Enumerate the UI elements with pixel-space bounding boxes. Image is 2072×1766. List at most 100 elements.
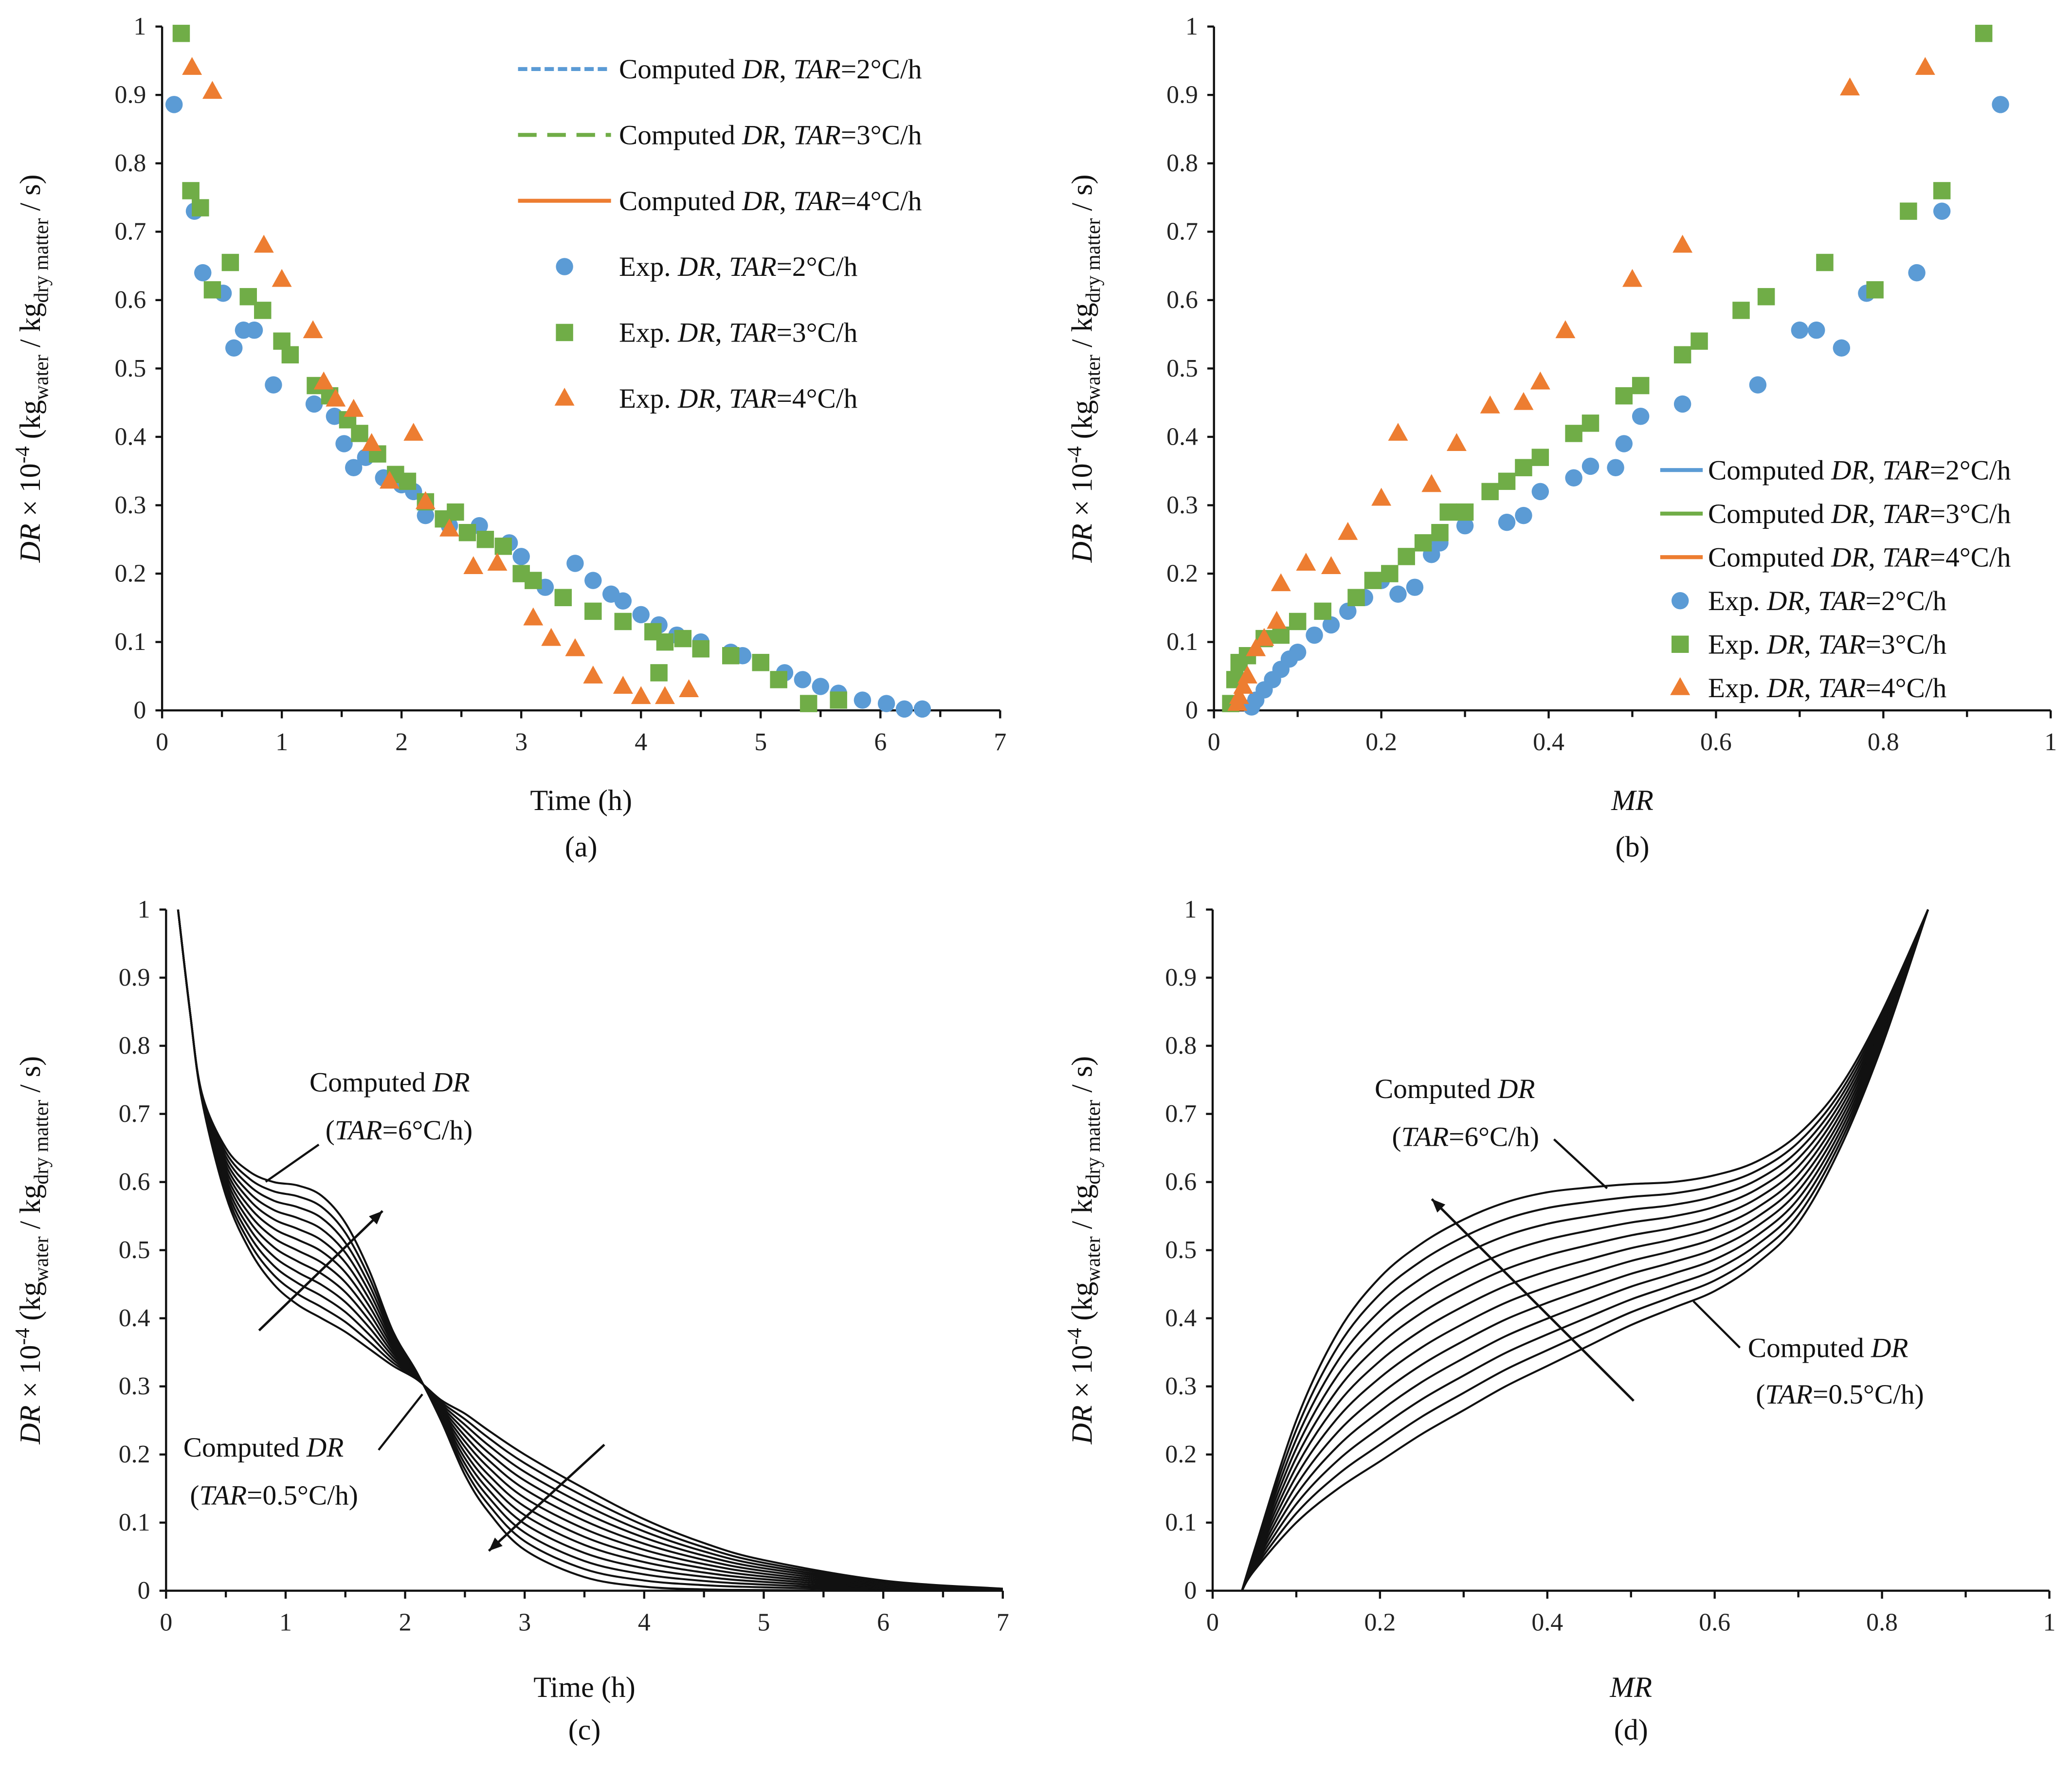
legend-entry-part: Computed <box>619 54 742 85</box>
data-point-circle <box>225 339 243 357</box>
data-point-triangle <box>380 470 400 489</box>
y-tick-label: 1 <box>133 13 146 40</box>
data-point-square <box>1481 483 1499 501</box>
legend-entry-part: DR <box>742 120 779 150</box>
x-tick-label: 0.4 <box>1531 1609 1563 1637</box>
y-axis-title: DR × 10-4 (kgwater / kgdry matter / s) <box>12 1056 53 1445</box>
x-axis-title-part: Time (h) <box>530 784 632 816</box>
legend-entry-part: =4°C/h <box>1930 542 2011 573</box>
data-point-circle <box>335 435 353 452</box>
y-tick-label: 0.9 <box>115 81 146 109</box>
series-triangle <box>182 57 699 704</box>
data-point-circle <box>1515 506 1532 524</box>
data-point-triangle <box>1555 320 1576 339</box>
computed-curves <box>177 909 1003 1592</box>
data-point-triangle <box>202 81 222 99</box>
x-tick-label: 0.2 <box>1365 728 1397 756</box>
data-point-triangle <box>313 371 334 390</box>
data-point-square <box>1347 589 1365 607</box>
annotation-label-part: Computed <box>183 1432 307 1463</box>
annotation-label-part: =0.5°C/h) <box>1813 1379 1924 1410</box>
legend-entry-part: Computed <box>1708 542 1831 573</box>
y-axis-title-part: / kg <box>14 1185 46 1237</box>
y-tick-label: 1 <box>1184 896 1197 923</box>
curve-tar-6 <box>177 909 1003 1592</box>
y-tick-label: 0.9 <box>1166 81 1198 109</box>
x-tick-label: 5 <box>754 728 767 756</box>
panel-label: (a) <box>565 830 598 863</box>
x-tick-label: 7 <box>994 728 1006 756</box>
chart-panel-c: 0 0.1 0.2 0.3 0.4 0.5 0.6 0.7 0.8 0.9 1 0 1 2 3 4 5 6 7 Tim… <box>12 896 1009 1746</box>
y-tick-label: 0.6 <box>1166 286 1198 314</box>
y-tick-label: 0.4 <box>1166 423 1198 451</box>
legend-entry: Exp. DR, TAR=4°C/h <box>619 383 857 414</box>
data-point-square <box>1690 332 1708 350</box>
y-axis-title: DR × 10-4 (kgwater / kgdry matter / s) <box>1064 1056 1105 1445</box>
data-point-circle <box>1908 264 1926 282</box>
chart-panel-d: 0 0.1 0.2 0.3 0.4 0.5 0.6 0.7 0.8 0.9 1 0 0.2 0.4 0.6 0… <box>1064 896 2056 1746</box>
legend-entry: Computed DR, TAR=4°C/h <box>1708 542 2011 573</box>
computed-curves <box>1241 909 1929 1591</box>
data-point-triangle <box>1530 371 1550 390</box>
data-point-square <box>554 589 572 607</box>
data-point-square <box>1431 523 1449 541</box>
annotation-label-part: Computed <box>1375 1074 1498 1104</box>
data-point-circle <box>1581 457 1599 475</box>
data-point-circle <box>1632 408 1650 425</box>
y-axis-title-part: water <box>1082 355 1105 400</box>
x-axis-title: MR <box>1609 1671 1652 1703</box>
data-point-circle <box>1933 202 1951 220</box>
data-point-square <box>351 425 368 442</box>
legend-entry-part: TAR <box>793 54 841 85</box>
y-axis-title-part: DR <box>1066 523 1098 563</box>
annotation-label-part: TAR <box>1765 1379 1813 1410</box>
y-axis-title-part: / s) <box>1066 1056 1098 1100</box>
data-point-triangle <box>1254 628 1274 646</box>
legend-entry-part: =4°C/h <box>1866 673 1947 703</box>
series-circle <box>1243 96 2009 716</box>
data-point-square <box>399 472 417 490</box>
y-tick-label: 0.1 <box>1166 628 1198 656</box>
y-axis-title-part: DR <box>14 523 46 563</box>
data-point-circle <box>1615 435 1633 452</box>
y-axis-title-part: × 10 <box>14 1345 46 1406</box>
x-tick-label: 1 <box>275 728 288 756</box>
trend-arrow <box>488 1443 605 1552</box>
arrowhead-icon <box>369 1211 383 1225</box>
data-point-triangle <box>1840 77 1860 96</box>
y-axis-title: DR × 10-4 (kgwater / kgdry matter / s) <box>12 174 53 563</box>
y-tick-label: 0.7 <box>1166 218 1198 246</box>
annotation-label-part: Computed <box>309 1067 433 1098</box>
legend-entry-part: DR <box>1831 542 1868 573</box>
y-tick-label: 0.9 <box>1165 964 1197 991</box>
legend-entry-part: DR <box>742 54 779 85</box>
data-point-circle <box>194 264 212 282</box>
annotation-label: Computed DR <box>1375 1074 1535 1104</box>
arrowhead-icon <box>1432 1199 1446 1213</box>
data-point-triangle <box>523 607 544 626</box>
data-point-circle <box>326 408 344 425</box>
y-tick-label: 0.6 <box>119 1168 150 1196</box>
data-point-circle <box>1992 96 2009 113</box>
x-tick-label: 0 <box>156 728 168 756</box>
y-tick-label: 0.7 <box>115 218 146 246</box>
data-point-circle <box>417 506 435 524</box>
y-axis-title-part: DR <box>14 1406 46 1445</box>
legend-entry-part: Exp. <box>1708 586 1767 616</box>
x-tick-label: 1 <box>2043 1609 2056 1637</box>
data-point-triangle <box>613 676 633 694</box>
data-point-square <box>1398 548 1415 565</box>
data-point-triangle <box>1672 234 1693 253</box>
data-point-square <box>1816 253 1834 271</box>
x-tick-label: 4 <box>635 728 647 756</box>
legend-entry-part: =2°C/h <box>1930 455 2011 486</box>
curve-tar-6 <box>1241 909 1929 1591</box>
data-point-square <box>1498 472 1516 490</box>
y-axis-title-part: (kg <box>14 1282 46 1328</box>
data-point-square <box>584 602 602 620</box>
data-point-triangle <box>1227 693 1248 711</box>
data-point-square <box>1757 288 1775 306</box>
x-axis-title-part: MR <box>1609 1671 1652 1703</box>
legend-entry: Computed DR, TAR=3°C/h <box>619 120 922 150</box>
x-tick-label: 4 <box>638 1609 651 1637</box>
